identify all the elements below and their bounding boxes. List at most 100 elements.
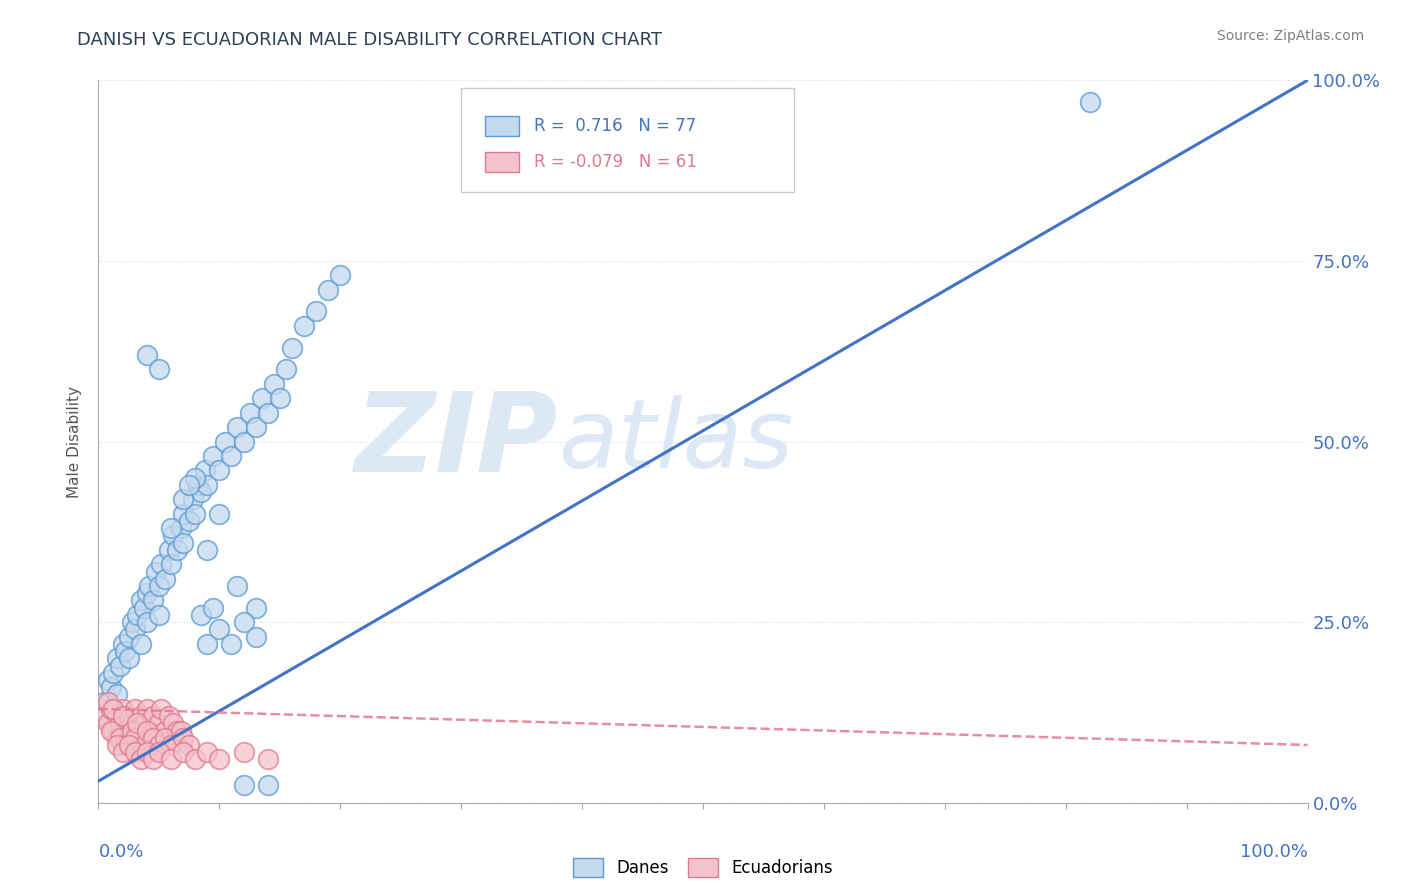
Point [138,723,160,738]
Point [142,752,165,766]
Point [194,463,217,477]
Point [179,514,201,528]
Point [221,449,243,463]
Point [329,268,352,283]
Point [172,535,194,549]
Point [169,521,191,535]
Point [135,723,157,738]
Point [101,702,124,716]
Point [135,745,157,759]
Point [108,716,131,731]
Point [160,731,183,745]
Point [108,731,131,745]
Point [187,478,209,492]
Point [208,507,231,521]
Point [129,637,152,651]
Point [93,709,115,723]
Point [172,731,194,745]
Point [195,542,218,557]
Point [208,463,231,477]
Point [135,348,157,362]
Point [114,644,136,658]
Point [145,731,167,745]
Point [160,738,183,752]
Point [256,778,278,792]
Point [208,623,231,637]
Point [184,470,207,484]
Point [127,607,149,622]
Text: R = -0.079   N = 61: R = -0.079 N = 61 [534,153,696,171]
Point [172,492,194,507]
Text: atlas: atlas [558,395,793,488]
Point [148,362,170,376]
Point [124,731,146,745]
Point [127,723,149,738]
Point [190,607,212,622]
Point [263,376,285,391]
Point [118,709,141,723]
Point [129,731,152,745]
Point [105,651,128,665]
Point [153,572,176,586]
Point [118,738,141,752]
Point [166,542,188,557]
Point [172,507,194,521]
Point [124,702,146,716]
Point [127,716,149,731]
Point [232,778,254,792]
Point [256,752,278,766]
Point [153,723,176,738]
Point [157,709,180,723]
Point [153,731,176,745]
Point [134,600,156,615]
Point [232,434,254,449]
Point [305,304,328,318]
Point [105,687,128,701]
Point [221,637,243,651]
Point [97,716,120,731]
Point [157,542,180,557]
Point [100,702,122,716]
Point [148,745,170,759]
Point [111,709,134,723]
Point [166,723,188,738]
Point [160,521,183,535]
Point [214,434,236,449]
Point [121,716,143,731]
Text: 100.0%: 100.0% [1240,843,1308,861]
Point [97,673,120,687]
Text: ZIP: ZIP [354,388,558,495]
Point [93,695,115,709]
Point [135,586,157,600]
Legend: Danes, Ecuadorians: Danes, Ecuadorians [567,851,839,883]
Point [256,406,278,420]
Point [108,658,131,673]
Point [226,579,249,593]
Point [129,752,152,766]
Point [105,738,128,752]
Point [195,637,218,651]
Text: 0.0%: 0.0% [98,843,143,861]
Point [105,709,128,723]
Point [162,528,184,542]
Point [232,615,254,630]
FancyBboxPatch shape [485,152,519,172]
Point [208,752,231,766]
Text: DANISH VS ECUADORIAN MALE DISABILITY CORRELATION CHART: DANISH VS ECUADORIAN MALE DISABILITY COR… [77,31,662,49]
Point [114,723,136,738]
Point [138,579,160,593]
Point [169,723,191,738]
Point [134,716,156,731]
Point [160,558,183,572]
Point [148,716,170,731]
Point [1078,95,1101,109]
Point [121,723,143,738]
Point [111,745,134,759]
Point [184,507,207,521]
Point [121,615,143,630]
Point [245,420,267,434]
Point [245,630,267,644]
Point [142,709,165,723]
Point [239,406,262,420]
Point [160,752,183,766]
